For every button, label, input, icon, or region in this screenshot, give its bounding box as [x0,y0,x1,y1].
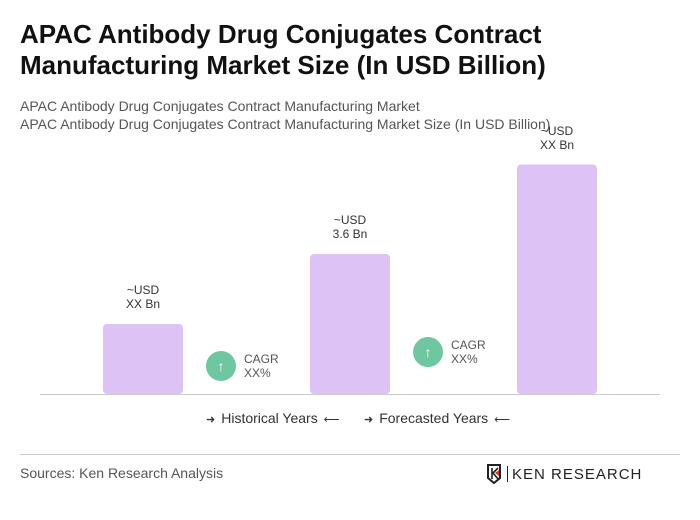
subtitle: APAC Antibody Drug Conjugates Contract M… [20,98,420,114]
logo-text: KEN RESEARCH [512,465,643,483]
bar-chart [40,164,660,395]
data-label-line: XX Bn [539,137,575,152]
data-label: ~USD XX Bn [497,124,617,152]
data-label-line: 3.6 Bn [332,227,368,241]
cagr-badge: ↑ CAGR XX% [206,351,279,381]
cagr-value: XX% [451,352,478,366]
data-label-line: ~USD [540,123,574,138]
legend-label: Forecasted Years [379,410,489,426]
data-label-line: ~USD [126,283,160,297]
logo-mark-icon [487,464,501,484]
ken-research-logo: KEN RESEARCH [486,464,642,484]
divider [20,454,680,455]
data-label: ~USD 3.6 Bn [290,213,410,241]
chart-title: APAC Antibody Drug Conjugates Contract M… [20,19,546,80]
data-label-line: ~USD [333,213,367,227]
cagr-value: XX% [244,366,271,380]
arrow-right-icon: ➜ [206,414,216,426]
cagr-badge: ↑ CAGR XX% [413,337,486,367]
arrow-left-icon: ⟵ [494,414,510,426]
cagr-label: CAGR [451,338,486,352]
data-label-line: XX Bn [125,297,161,311]
bar [517,164,597,394]
sources: Sources: Ken Research Analysis [20,465,224,481]
arrow-right-icon: ➜ [364,414,374,426]
arrow-up-icon: ↑ [206,351,236,381]
arrow-left-icon: ⟵ [323,414,340,426]
arrow-up-icon: ↑ [413,337,443,367]
cagr-label: CAGR [244,352,279,366]
data-label: ~USD XX Bn [83,283,203,311]
legend-label: Historical Years [221,410,318,426]
subtitle-2: APAC Antibody Drug Conjugates Contract M… [20,116,551,132]
bar [310,254,390,394]
bar [103,324,183,394]
legend-forecasted: ➜ Forecasted Years ⟵ [358,410,516,426]
legend-historical: ➜ Historical Years ⟵ [200,410,346,426]
